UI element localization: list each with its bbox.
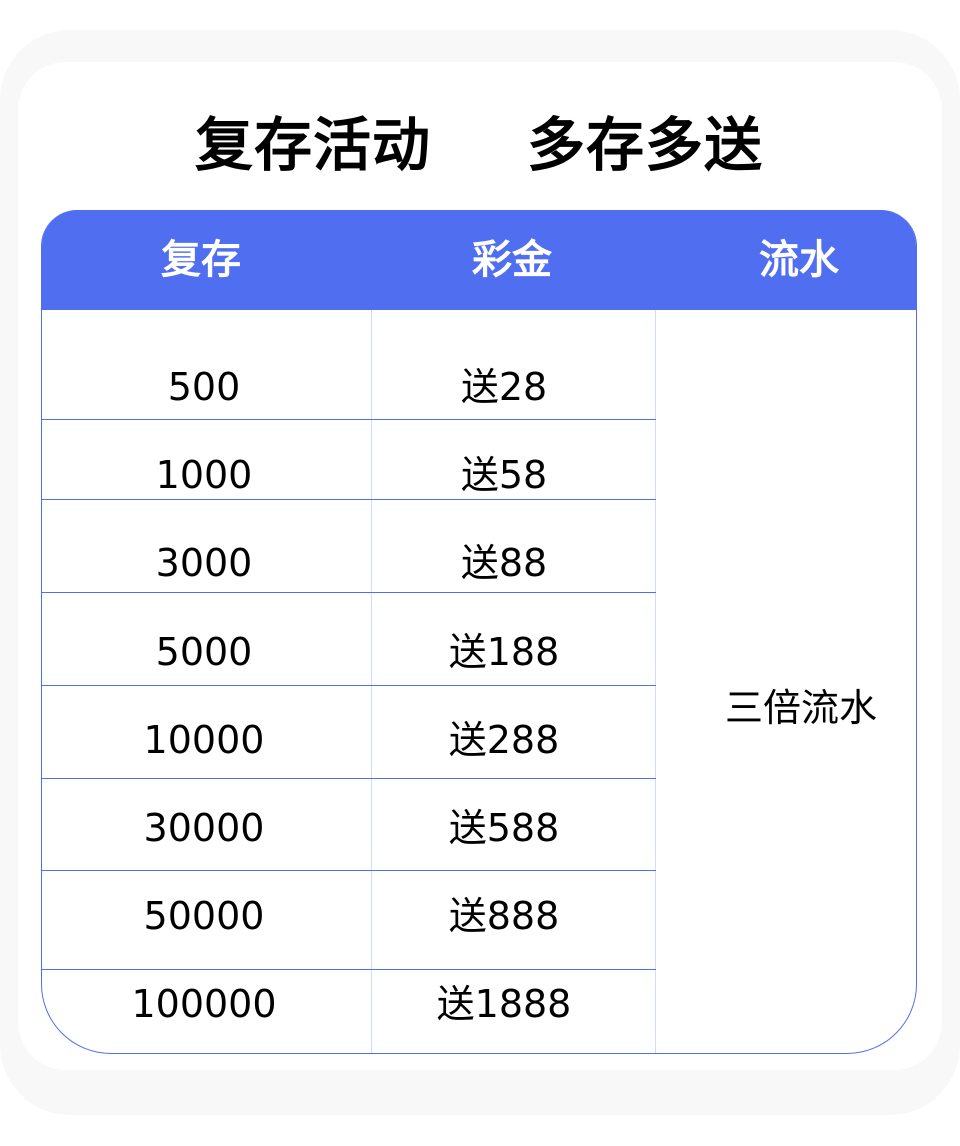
bonus-cell: 送28 [460, 365, 548, 409]
bonus-cell: 送58 [460, 453, 548, 497]
page-subtitle: 多存多送 [526, 111, 764, 179]
deposit-cell: 3000 [155, 541, 253, 585]
bonus-cell: 送88 [460, 541, 548, 585]
row-divider [42, 778, 656, 779]
promo-table: 复存 彩金 流水 500 送28 1000 送58 3000 送88 5000 … [41, 210, 917, 1054]
table-header: 复存 彩金 流水 [42, 210, 916, 310]
column-divider [371, 310, 372, 1053]
header-bonus: 彩金 [472, 237, 552, 283]
turnover-cell: 三倍流水 [724, 686, 878, 730]
header-turnover: 流水 [759, 237, 839, 283]
header-deposit: 复存 [161, 237, 241, 283]
deposit-cell: 5000 [155, 630, 253, 674]
bonus-cell: 送1888 [436, 982, 572, 1026]
deposit-cell: 100000 [131, 982, 277, 1026]
row-divider [42, 592, 656, 593]
column-divider [655, 310, 656, 1053]
row-divider [42, 419, 656, 420]
page-title: 复存活动 [194, 111, 432, 179]
deposit-cell: 50000 [143, 894, 265, 938]
deposit-cell: 500 [167, 365, 241, 409]
bonus-cell: 送888 [448, 894, 560, 938]
bonus-cell: 送588 [448, 806, 560, 850]
row-divider [42, 870, 656, 871]
row-divider [42, 685, 656, 686]
deposit-cell: 30000 [143, 806, 265, 850]
deposit-cell: 1000 [155, 453, 253, 497]
row-divider [42, 499, 656, 500]
row-divider [42, 969, 656, 970]
bonus-cell: 送188 [448, 630, 560, 674]
deposit-cell: 10000 [143, 718, 265, 762]
bonus-cell: 送288 [448, 718, 560, 762]
